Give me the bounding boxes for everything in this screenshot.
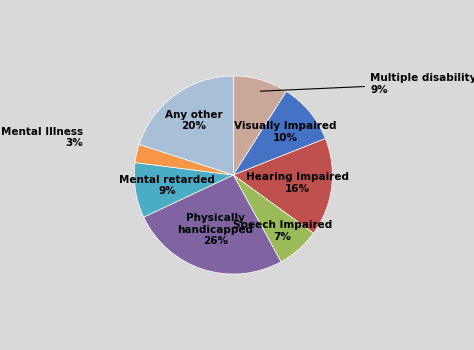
Text: Speech Impaired
7%: Speech Impaired 7% — [233, 220, 332, 242]
Text: Any other
20%: Any other 20% — [165, 110, 223, 131]
Wedge shape — [134, 163, 233, 217]
Wedge shape — [135, 145, 233, 175]
Text: Mental Illness
3%: Mental Illness 3% — [0, 127, 83, 148]
Text: Physically
handicapped
26%: Physically handicapped 26% — [178, 213, 254, 246]
Wedge shape — [233, 76, 286, 175]
Wedge shape — [233, 91, 326, 175]
Text: Visually Impaired
10%: Visually Impaired 10% — [234, 121, 337, 143]
Wedge shape — [233, 139, 332, 233]
Wedge shape — [139, 76, 233, 175]
Text: Mental retarded
9%: Mental retarded 9% — [119, 175, 215, 196]
Wedge shape — [233, 175, 313, 262]
Wedge shape — [144, 175, 281, 274]
Text: Multiple disability
9%: Multiple disability 9% — [260, 73, 474, 95]
Text: Hearing Impaired
16%: Hearing Impaired 16% — [246, 172, 349, 194]
